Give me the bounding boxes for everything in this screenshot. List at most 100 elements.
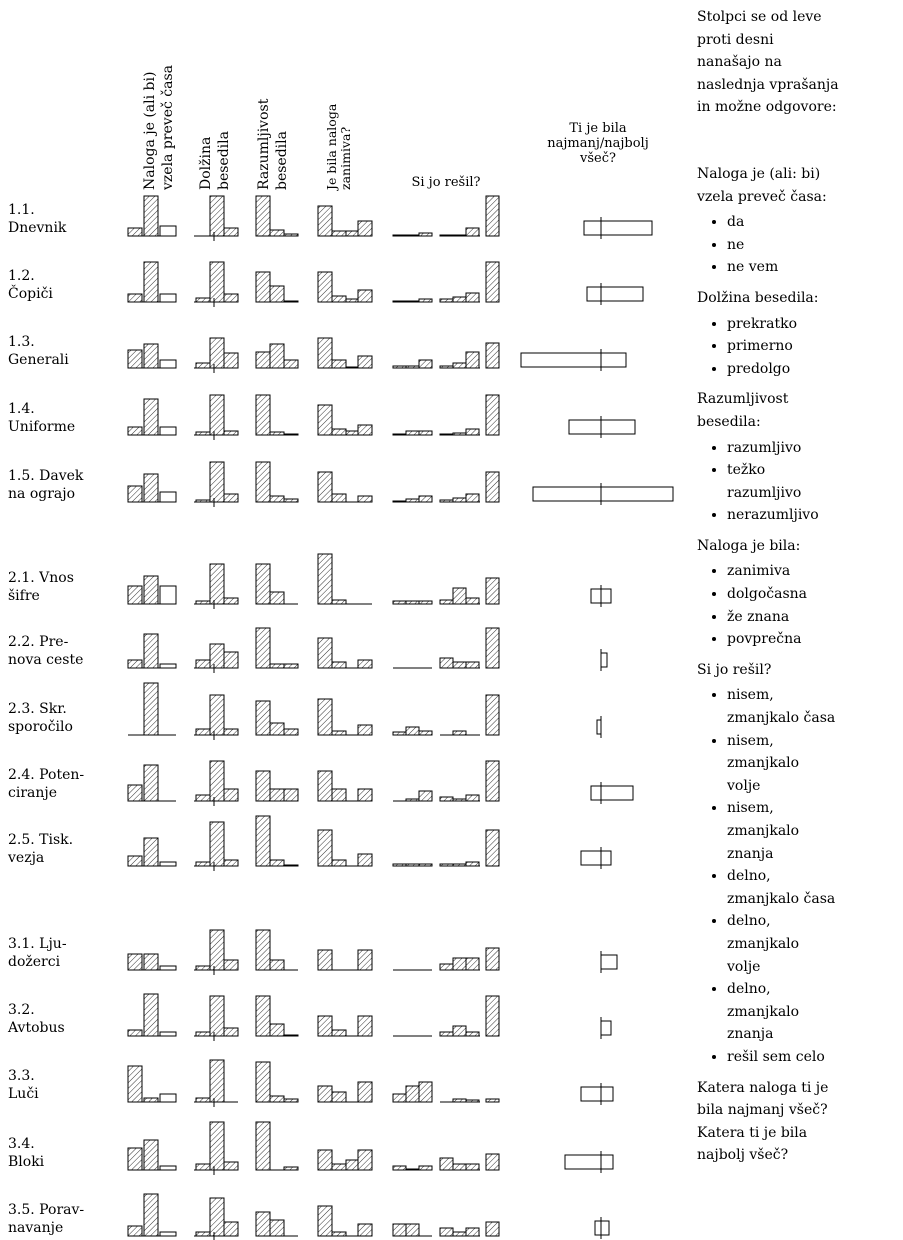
bar <box>345 230 359 237</box>
bar <box>269 788 285 802</box>
column-header: Ti je bila <box>569 121 626 136</box>
answer: dolgočasna <box>727 583 903 606</box>
bar <box>392 1223 407 1237</box>
answer-list: zanimiva dolgočasna že znana povprečna <box>697 560 903 650</box>
column-header: najmanj/najbolj <box>547 136 649 151</box>
range-box <box>568 419 636 435</box>
bar <box>195 362 211 369</box>
bar <box>452 661 467 669</box>
bar <box>127 1147 143 1171</box>
bar <box>317 1149 333 1171</box>
bar <box>223 859 239 867</box>
bar <box>452 1098 467 1103</box>
row-label: 2.5. Tisk. <box>8 832 73 848</box>
bar <box>485 995 500 1037</box>
row-label: dožerci <box>8 954 61 970</box>
answer: nisem, zmanjkalo časa <box>727 684 903 729</box>
legend-section: Dolžina besedila: prekratko primerno predol… <box>697 287 903 380</box>
range-box <box>586 286 644 302</box>
bar <box>357 788 373 802</box>
bar <box>485 577 500 605</box>
answer-list: razumljivo težko razumljivo nerazumljivo <box>697 437 903 527</box>
bar <box>269 859 285 867</box>
answer: že znana <box>727 606 903 629</box>
bar <box>159 359 177 369</box>
bar <box>143 575 159 605</box>
text-line: predolgo <box>727 360 791 377</box>
bar <box>345 1159 359 1171</box>
row-label: Dnevnik <box>8 220 67 236</box>
bar <box>209 261 225 303</box>
bar <box>209 760 225 802</box>
bar <box>223 1161 239 1171</box>
bar <box>405 430 420 436</box>
bar <box>255 770 271 802</box>
bar <box>357 1149 373 1171</box>
bar <box>317 949 333 971</box>
bar <box>127 1029 143 1037</box>
text-line: znanja <box>727 845 774 862</box>
text-line: razumljivo <box>727 439 802 456</box>
row-label: Uniforme <box>8 419 75 435</box>
bar <box>143 837 159 867</box>
text-line: najbolj všeč? <box>697 1147 789 1164</box>
bar <box>317 637 333 669</box>
bar <box>159 225 177 237</box>
bar <box>195 1163 211 1171</box>
row-label: na ograjo <box>8 486 75 502</box>
bar <box>255 195 271 237</box>
bar <box>317 205 333 237</box>
row-label: 1.2. <box>8 268 35 284</box>
bar <box>269 1219 285 1237</box>
text-line: Si jo rešil? <box>697 661 772 678</box>
column-header: besedila <box>274 131 290 190</box>
bar <box>255 271 271 303</box>
bar <box>439 796 454 802</box>
text-line: nisem, <box>727 687 774 704</box>
bar <box>345 298 359 303</box>
bar <box>485 195 500 237</box>
bar <box>127 585 143 605</box>
bar <box>439 298 454 303</box>
bar <box>485 1221 500 1237</box>
bar <box>392 600 407 605</box>
bar <box>209 461 225 503</box>
text-line: delno, <box>727 981 771 998</box>
bar <box>283 788 299 802</box>
bar <box>317 1015 333 1037</box>
bar <box>357 289 373 303</box>
bar <box>465 794 480 802</box>
bar <box>255 700 271 736</box>
bar <box>331 230 347 237</box>
bar <box>317 1205 333 1237</box>
bar <box>195 728 211 736</box>
bar <box>465 1099 480 1103</box>
bar <box>452 957 467 971</box>
column-header: Dolžina <box>198 137 214 190</box>
bar <box>317 553 333 605</box>
bar <box>357 724 373 736</box>
bar <box>223 1221 239 1237</box>
bar <box>209 337 225 369</box>
text-line: primerno <box>727 338 793 355</box>
bar <box>465 1163 480 1171</box>
bar <box>223 651 239 669</box>
bar <box>405 863 420 867</box>
row-label: 1.1. <box>8 202 35 218</box>
bar <box>223 227 239 237</box>
text-line: Stolpci se od leve <box>697 9 822 25</box>
bar <box>127 784 143 802</box>
bar <box>283 300 299 303</box>
row-label: Generali <box>8 352 69 368</box>
bar <box>283 433 299 436</box>
bar <box>317 404 333 436</box>
bar <box>209 1059 225 1103</box>
bar <box>485 261 500 303</box>
column-header: Naloga je (ali bi) <box>142 72 158 190</box>
bar <box>331 493 347 503</box>
bar <box>317 471 333 503</box>
bar <box>255 995 271 1037</box>
bar <box>418 790 433 802</box>
bar <box>405 726 420 736</box>
